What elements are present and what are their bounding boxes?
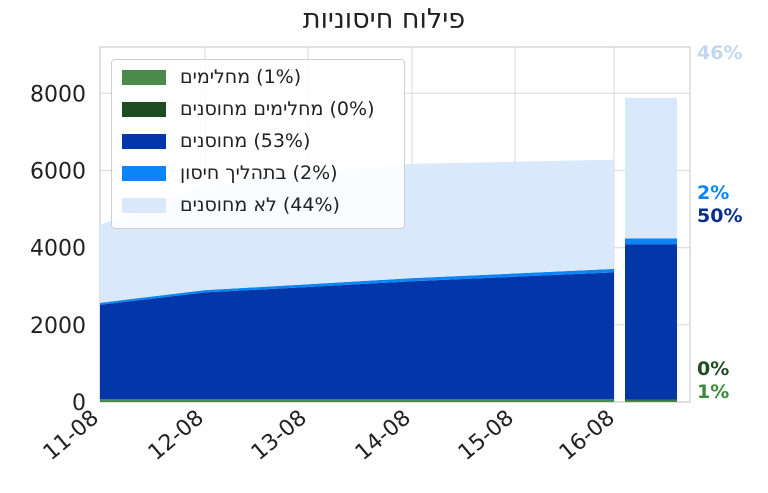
legend-label: (53%) מחוסנים [180, 130, 311, 152]
bar-segment-3 [625, 238, 677, 245]
legend-label: (2%) בתהליך חיסון [180, 162, 338, 184]
area-series-0 [100, 399, 614, 402]
bar-percent-label: 50% [697, 205, 742, 227]
legend-swatch [122, 69, 166, 85]
bar-segment-4 [625, 97, 677, 239]
legend-swatch [122, 197, 166, 213]
y-tick-label: 8000 [30, 82, 86, 107]
legend-item-in-vaccination: (2%) בתהליך חיסון [122, 160, 338, 186]
x-tick-label: 13-08 [247, 405, 312, 465]
x-tick-label: 16-08 [555, 405, 620, 465]
legend-item-recovered: (1%) מחלימים [122, 64, 301, 90]
bar-percent-label: 0% [697, 358, 729, 380]
area-series-2 [100, 272, 614, 400]
area-series-3 [100, 268, 614, 305]
legend-swatch [122, 133, 166, 149]
legend-label: (1%) מחלימים [180, 66, 302, 88]
bar-segment-1 [625, 399, 677, 401]
y-tick-label: 4000 [30, 237, 86, 262]
legend-item-vaccinated: (53%) מחוסנים [122, 128, 310, 154]
legend: (1%) מחלימים (0%) מחלימים מחוסנים (53%) … [111, 59, 405, 229]
legend-item-recovered-vaccinated: (0%) מחלימים מחוסנים [122, 96, 375, 122]
bar-percent-label: 46% [697, 42, 742, 64]
legend-swatch [122, 165, 166, 181]
bar-segment-2 [625, 244, 677, 400]
legend-item-unvaccinated: (44%) לא מחוסנים [122, 192, 340, 218]
legend-label: (44%) לא מחוסנים [180, 194, 340, 216]
y-tick-label: 0 [72, 391, 86, 416]
bar-percent-label: 2% [697, 182, 729, 204]
x-tick-label: 12-08 [144, 405, 209, 465]
legend-swatch [122, 101, 166, 117]
x-tick-label: 14-08 [351, 405, 416, 465]
bar-segment-0 [625, 399, 677, 402]
legend-label: (0%) מחלימים מחוסנים [180, 98, 375, 120]
chart-title: פילוח חיסוניות [302, 4, 466, 35]
bar-percent-label: 1% [697, 381, 729, 403]
x-tick-label: 15-08 [454, 405, 519, 465]
y-tick-label: 6000 [30, 159, 86, 184]
y-tick-label: 2000 [30, 314, 86, 339]
